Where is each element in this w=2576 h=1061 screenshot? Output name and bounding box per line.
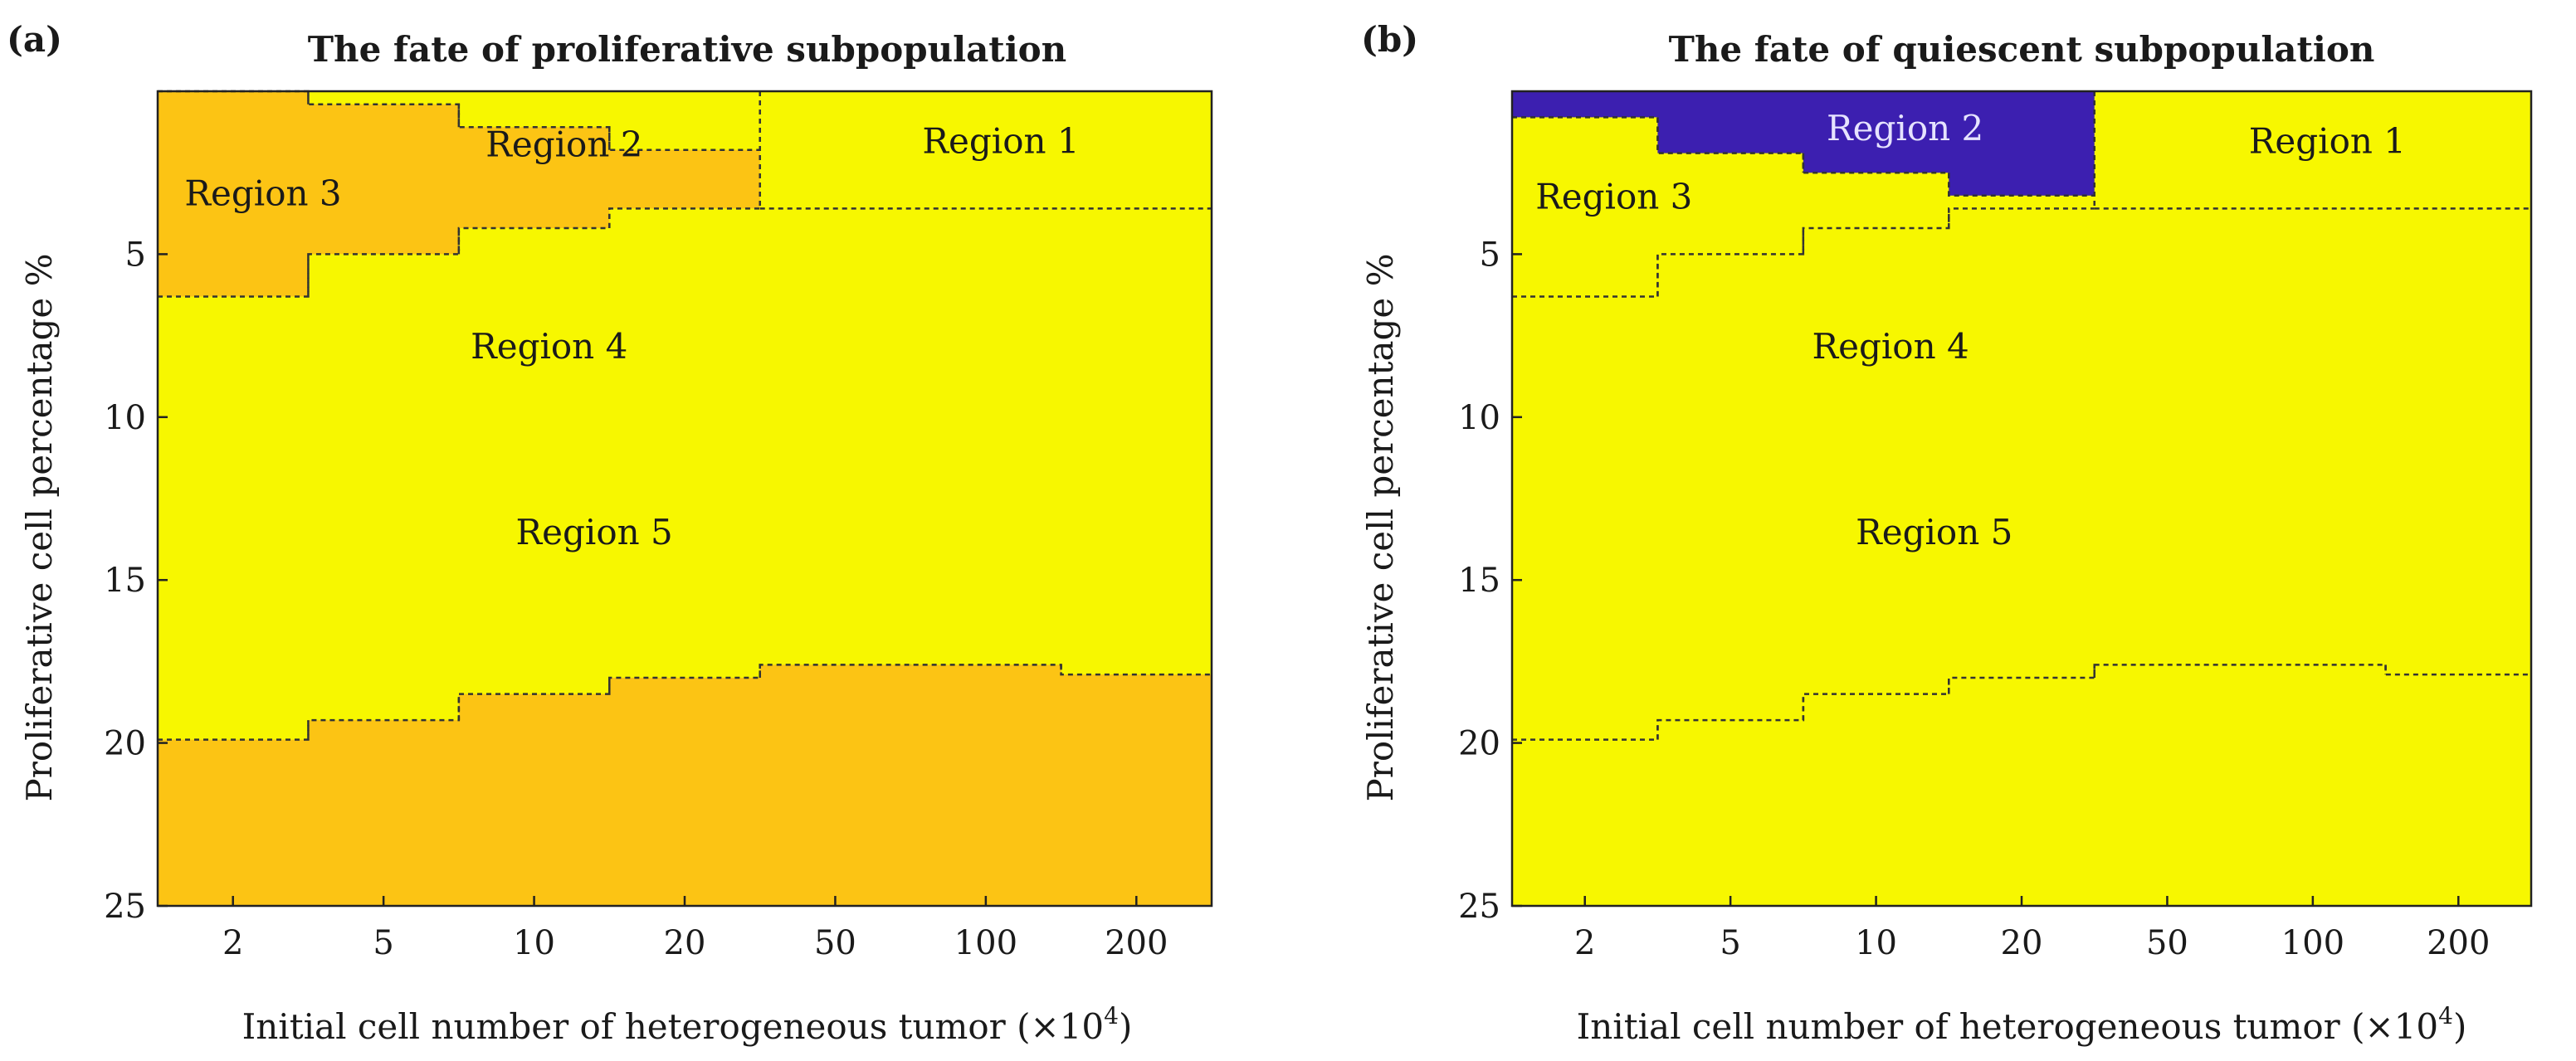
region-label-3: Region 3 bbox=[1535, 176, 1692, 217]
y-tick-label: 15 bbox=[104, 562, 146, 600]
chart-b-canvas: (b) The fate of quiescent subpopulation … bbox=[1360, 19, 2533, 1047]
region-label-2: Region 2 bbox=[485, 124, 642, 165]
y-tick-label: 10 bbox=[104, 399, 146, 437]
x-tick-label: 200 bbox=[2427, 924, 2490, 962]
boundary-region1-line bbox=[2093, 91, 2531, 210]
chart-b-plot: Region 1 Region 2 Region 3 Region 4 Region 5… bbox=[1458, 90, 2533, 962]
x-tick-label: 5 bbox=[373, 924, 393, 962]
x-tick-label: 10 bbox=[1855, 924, 1897, 962]
boundary-region3-bottom-line bbox=[1512, 207, 2095, 298]
y-tick-label: 25 bbox=[1458, 888, 1500, 926]
x-tick-label: 10 bbox=[513, 924, 555, 962]
chart-a-xlabel: Initial cell number of heterogeneous tum… bbox=[242, 1002, 1133, 1047]
chart-a-xlabel-exp: 4 bbox=[1104, 1002, 1119, 1029]
region-label-4: Region 4 bbox=[1812, 326, 1969, 367]
x-tick-label: 200 bbox=[1105, 924, 1168, 962]
y-tick-label: 10 bbox=[1458, 399, 1500, 437]
y-tick-label: 5 bbox=[1480, 236, 1500, 274]
panel-label-a: (a) bbox=[7, 19, 62, 60]
chart-a-canvas: (a) The fate of proliferative subpopulat… bbox=[7, 19, 1213, 1047]
x-tick-label: 20 bbox=[664, 924, 706, 962]
region-label-1: Region 1 bbox=[922, 121, 1079, 162]
chart-a-plot: Region 1 Region 2 Region 3 Region 4 Region 5… bbox=[104, 90, 1213, 962]
y-tick-label: 25 bbox=[104, 888, 146, 926]
chart-a-xlabel-close: ) bbox=[1119, 1006, 1132, 1047]
panel-label-b: (b) bbox=[1361, 19, 1418, 60]
x-tick-label: 20 bbox=[2001, 924, 2043, 962]
region-label-1: Region 1 bbox=[2249, 121, 2406, 162]
x-tick-label: 2 bbox=[1574, 924, 1595, 962]
x-tick-label: 2 bbox=[222, 924, 243, 962]
region-label-2: Region 2 bbox=[1827, 108, 1983, 148]
chart-b-xlabel-exp: 4 bbox=[2438, 1002, 2453, 1029]
y-tick-label: 20 bbox=[104, 725, 146, 763]
y-tick-label: 20 bbox=[1458, 725, 1500, 763]
chart-b-ylabel: Proliferative cell percentage % bbox=[1360, 253, 1401, 801]
chart-panel-a: (a) The fate of proliferative subpopulat… bbox=[7, 19, 1213, 1047]
y-tick-label: 5 bbox=[125, 236, 146, 274]
chart-a-ylabel: Proliferative cell percentage % bbox=[19, 253, 60, 801]
x-tick-label: 100 bbox=[2281, 924, 2344, 962]
region-label-5: Region 5 bbox=[1856, 512, 2013, 552]
region-5-area bbox=[1512, 664, 2531, 906]
chart-b-xlabel-main: Initial cell number of heterogeneous tum… bbox=[1577, 1006, 2438, 1047]
x-tick-label: 5 bbox=[1720, 924, 1740, 962]
region-5-area bbox=[158, 664, 1212, 906]
region-label-5: Region 5 bbox=[516, 512, 673, 552]
y-tick-label: 15 bbox=[1458, 562, 1500, 600]
region-3-area bbox=[1512, 117, 2095, 297]
chart-panel-b: (b) The fate of quiescent subpopulation … bbox=[1328, 0, 2576, 1061]
region-label-4: Region 4 bbox=[471, 326, 627, 367]
chart-b-xlabel-close: ) bbox=[2453, 1006, 2466, 1047]
chart-a-title: The fate of proliferative subpopulation bbox=[308, 29, 1066, 70]
x-tick-label: 50 bbox=[2146, 924, 2188, 962]
x-tick-label: 100 bbox=[954, 924, 1017, 962]
region-label-3: Region 3 bbox=[184, 173, 341, 213]
chart-a-xlabel-main: Initial cell number of heterogeneous tum… bbox=[242, 1006, 1104, 1047]
boundary-region1-line bbox=[759, 91, 1212, 210]
x-tick-label: 50 bbox=[814, 924, 856, 962]
chart-b-title: The fate of quiescent subpopulation bbox=[1669, 29, 2375, 70]
chart-b-xlabel: Initial cell number of heterogeneous tum… bbox=[1577, 1002, 2467, 1047]
